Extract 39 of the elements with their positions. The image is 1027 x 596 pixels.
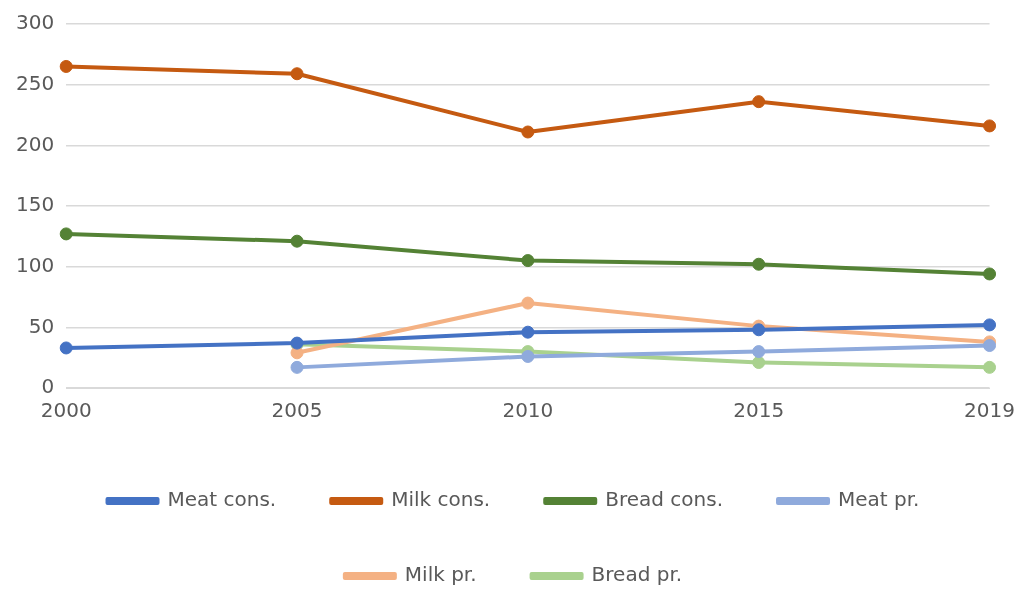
legend-label: Meat pr. (838, 487, 920, 512)
point (752, 95, 766, 109)
point (290, 67, 304, 81)
point (521, 325, 535, 339)
x-tick-label: 2019 (964, 398, 1015, 423)
legend-label: Bread pr. (591, 562, 683, 587)
point (983, 360, 997, 374)
point (752, 257, 766, 271)
y-tick-label: 300 (15, 10, 55, 35)
y-tick-label: 250 (15, 70, 55, 95)
point (521, 125, 535, 139)
point (521, 349, 535, 363)
y-tick-label: 0 (41, 374, 55, 399)
point (983, 339, 997, 353)
point (983, 318, 997, 332)
legend-label: Milk cons. (391, 487, 491, 512)
point (290, 234, 304, 248)
point (521, 254, 535, 268)
legend-label: Milk pr. (404, 562, 477, 587)
legend-label: Meat cons. (167, 487, 277, 512)
point (983, 267, 997, 281)
y-tick-label: 150 (15, 192, 55, 217)
point (521, 296, 535, 310)
x-tick-label: 2010 (502, 398, 554, 423)
point (290, 360, 304, 374)
point (752, 323, 766, 337)
point (752, 345, 766, 359)
point (752, 356, 766, 370)
y-tick-label: 200 (15, 131, 55, 156)
legend-label: Bread cons. (605, 487, 724, 512)
point (59, 341, 73, 355)
y-tick-label: 50 (28, 313, 55, 338)
y-tick-label: 100 (15, 252, 55, 277)
x-tick-label: 2005 (271, 398, 323, 423)
point (983, 119, 997, 133)
x-tick-label: 2000 (40, 398, 92, 423)
point (59, 59, 73, 73)
point (59, 227, 73, 241)
x-tick-label: 2015 (733, 398, 785, 423)
